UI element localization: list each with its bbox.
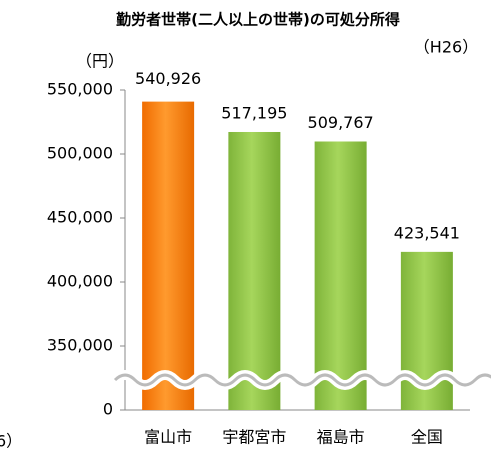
bar xyxy=(142,101,195,411)
y-tick-label: 350,000 xyxy=(47,336,113,355)
bar xyxy=(228,131,281,410)
x-tick-label: 宇都宮市 xyxy=(222,428,286,447)
y-unit: （円） xyxy=(76,52,124,71)
x-tick-label: 全国 xyxy=(411,428,443,447)
axis-break-line xyxy=(113,373,491,387)
y-tick-label: 450,000 xyxy=(47,208,113,227)
value-label: 540,926 xyxy=(135,69,201,88)
x-tick-label: 富山市 xyxy=(144,428,192,447)
y-tick-label: 0 xyxy=(103,400,113,419)
y-tick-label: 400,000 xyxy=(47,272,113,291)
y-tick-label: 550,000 xyxy=(47,80,113,99)
value-label: 517,195 xyxy=(221,103,287,122)
value-label: 509,767 xyxy=(308,113,374,132)
y-tick-label: 500,000 xyxy=(47,144,113,163)
chart-title: 勤労者世帯(二人以上の世帯)の可処分所得 xyxy=(116,11,400,29)
x-tick-label: 福島市 xyxy=(317,428,365,447)
period: （H26） xyxy=(414,38,478,57)
bar xyxy=(314,141,367,411)
note: 6） xyxy=(0,432,22,450)
value-label: 423,541 xyxy=(394,223,460,242)
